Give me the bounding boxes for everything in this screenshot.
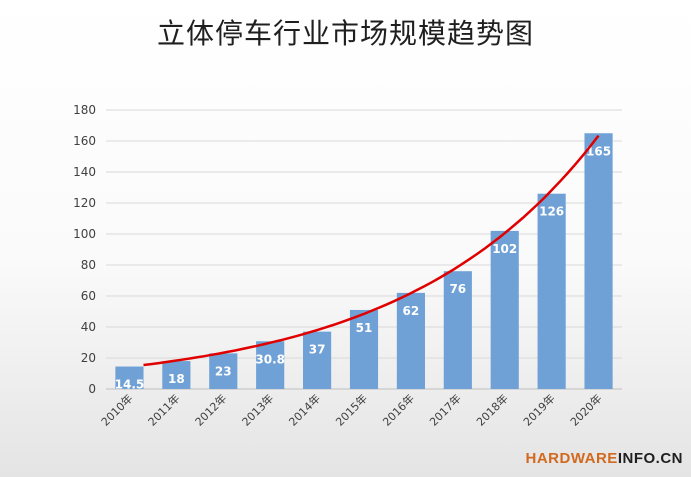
x-tick-label: 2010年 (98, 391, 135, 428)
data-label: 76 (449, 282, 466, 296)
data-label: 30.8 (255, 352, 285, 366)
bar (537, 193, 566, 389)
bar (115, 366, 144, 389)
x-axis-ticks: 2010年 2011年 2012年 2013年 2014年 2015年 2016年 2017年… (98, 391, 605, 428)
bar (256, 341, 285, 389)
x-tick-label: 2015年 (333, 391, 370, 428)
y-tick-label: 120 (73, 196, 96, 210)
bar (490, 230, 519, 389)
y-tick-label: 160 (73, 134, 96, 148)
x-tick-label: 2020年 (567, 391, 604, 428)
y-tick-label: 60 (81, 289, 96, 303)
bar (584, 133, 613, 389)
bar (443, 271, 472, 389)
watermark: HARDWAREINFO.CN (525, 450, 683, 467)
bar (162, 361, 191, 389)
data-label: 62 (403, 304, 420, 318)
x-tick-label: 2013年 (239, 391, 276, 428)
x-tick-label: 2014年 (286, 391, 323, 428)
data-label: 37 (309, 343, 326, 357)
bar (396, 292, 425, 389)
y-tick-label: 180 (73, 103, 96, 117)
bar (209, 353, 238, 389)
y-axis-ticks: 0 20 40 60 80 100 120 140 160 180 (73, 103, 96, 396)
data-label: 51 (356, 321, 373, 335)
x-tick-label: 2016年 (380, 391, 417, 428)
x-tick-label: 2017年 (426, 391, 463, 428)
data-labels: 14.5 18 23 30.8 37 51 62 76 102 126 165 (115, 144, 611, 391)
y-tick-label: 0 (88, 382, 96, 396)
y-tick-label: 20 (81, 351, 96, 365)
y-tick-label: 100 (73, 227, 96, 241)
data-label: 102 (492, 242, 517, 256)
bar (303, 331, 332, 389)
watermark-part1: HARDWARE (525, 450, 618, 467)
bar (349, 309, 379, 389)
chart-title: 立体停车行业市场规模趋势图 (156, 17, 534, 50)
trendline (143, 134, 600, 367)
data-label: 14.5 (115, 378, 145, 392)
data-label: 23 (215, 364, 232, 378)
x-tick-label: 2011年 (145, 391, 182, 428)
watermark-part2: INFO.CN (617, 450, 683, 467)
y-tick-label: 80 (81, 258, 96, 272)
x-tick-label: 2019年 (520, 391, 557, 428)
data-label: 165 (586, 144, 611, 158)
y-tick-label: 40 (81, 320, 96, 334)
y-tick-label: 140 (73, 165, 96, 179)
x-tick-label: 2012年 (192, 391, 229, 428)
data-label: 18 (168, 372, 185, 386)
x-tick-label: 2018年 (473, 391, 510, 428)
bars (115, 133, 613, 389)
data-label: 126 (539, 205, 564, 219)
